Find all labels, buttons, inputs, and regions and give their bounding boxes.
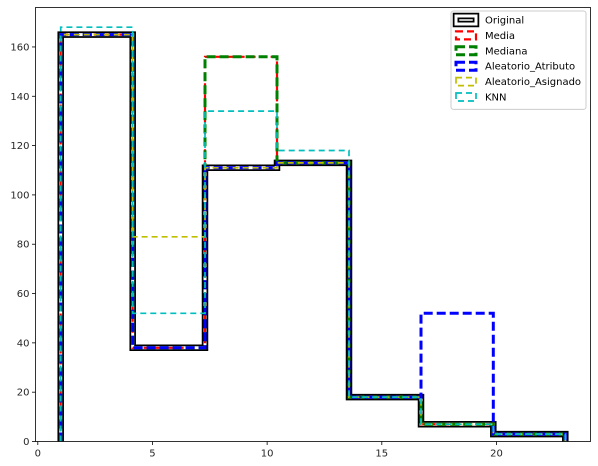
- legend-swatch-inner: [454, 14, 478, 26]
- y-tick-label: 40: [17, 338, 30, 349]
- legend-swatch: [455, 92, 477, 102]
- legend-swatch: [455, 76, 477, 87]
- y-tick-label: 160: [10, 42, 29, 53]
- legend-swatch: [454, 45, 478, 57]
- y-tick-label: 100: [10, 190, 29, 201]
- legend-entry-mediana: Mediana: [454, 45, 528, 57]
- legend-entry-aleatorio-atributo: Aleatorio_Atributo: [454, 60, 575, 73]
- y-tick-label: 60: [17, 289, 30, 300]
- legend-swatch: [454, 30, 478, 41]
- series-knn: [59, 26, 567, 442]
- legend-swatch: [454, 60, 478, 72]
- legend-entry-media: Media: [454, 30, 515, 42]
- series-layer: [57, 26, 569, 442]
- legend-label: Mediana: [485, 46, 528, 57]
- y-tick-label: 0: [23, 437, 29, 448]
- legend-label: Aleatorio_Asignado: [485, 77, 581, 88]
- legend-label: KNN: [485, 93, 507, 104]
- x-tick-label: 15: [375, 449, 388, 460]
- axes-frame: [35, 7, 591, 442]
- legend-entry-aleatorio-asignado: Aleatorio_Asignado: [455, 76, 581, 88]
- y-tick-label: 80: [17, 240, 30, 251]
- y-tick-label: 120: [10, 141, 29, 152]
- legend-label: Media: [485, 31, 515, 42]
- legend-label: Original: [485, 16, 524, 27]
- x-tick-label: 0: [35, 449, 41, 460]
- x-tick-label: 5: [149, 449, 155, 460]
- legend-box: [450, 10, 587, 110]
- legend: Original Media Mediana Aleatorio_Atributo Al…: [450, 10, 587, 110]
- y-tick-label: 140: [10, 92, 29, 103]
- legend-entry-original: Original: [452, 12, 524, 28]
- axes-layer: 0 5 10 15 20 0 20 40 60 80 100 120 140 160: [10, 7, 591, 460]
- legend-entry-knn: KNN: [455, 92, 507, 104]
- series-line-knn: [59, 26, 567, 442]
- y-tick-label: 20: [17, 388, 30, 399]
- legend-label: Aleatorio_Atributo: [485, 62, 575, 73]
- x-tick-label: 20: [490, 449, 503, 460]
- x-tick-label: 10: [261, 449, 274, 460]
